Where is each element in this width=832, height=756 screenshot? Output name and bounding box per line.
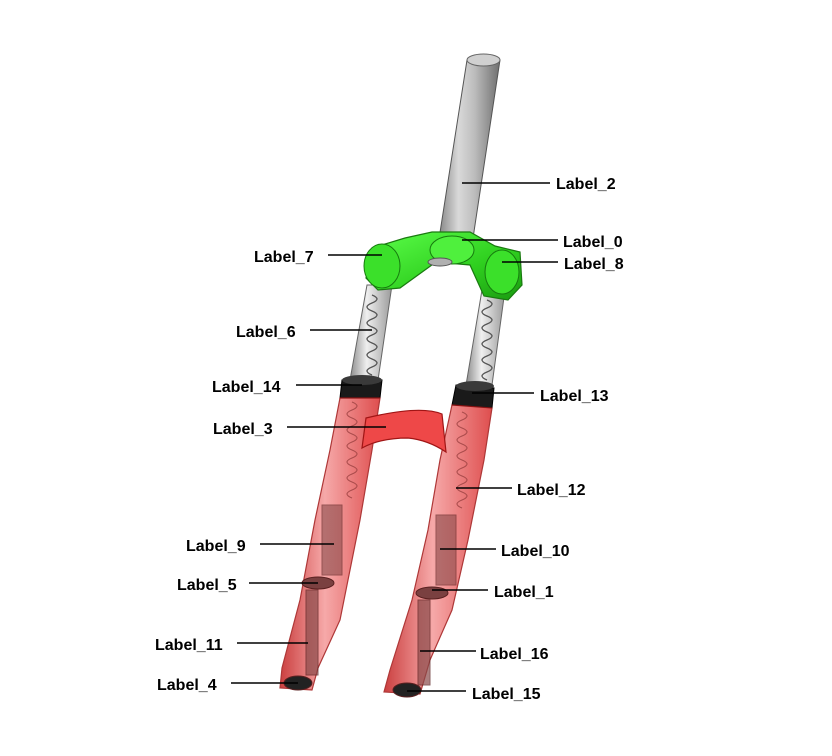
left-lower-spring <box>346 401 358 499</box>
label-5: Label_5 <box>177 577 237 594</box>
fork-crown <box>363 231 523 301</box>
label-9: Label_9 <box>186 538 246 555</box>
right-seal <box>451 381 495 409</box>
fork-arch <box>361 409 447 454</box>
leader-lines <box>231 182 558 692</box>
label-7: Label_7 <box>254 249 314 266</box>
label-13: Label_13 <box>540 388 609 405</box>
label-1: Label_1 <box>494 584 554 601</box>
label-2: Label_2 <box>556 176 616 193</box>
right-lower-spring <box>456 411 468 509</box>
label-6: Label_6 <box>236 324 296 341</box>
left-damper <box>283 504 343 691</box>
label-16: Label_16 <box>480 646 549 663</box>
label-14: Label_14 <box>212 379 281 396</box>
labels: Label_2 Label_0 Label_8 Label_7 Label_6 … <box>155 176 624 703</box>
label-10: Label_10 <box>501 543 570 560</box>
right-damper <box>392 514 457 698</box>
label-3: Label_3 <box>213 421 273 438</box>
steerer-tube <box>435 53 501 259</box>
left-stanchion <box>349 284 393 381</box>
label-12: Label_12 <box>517 482 586 499</box>
label-15: Label_15 <box>472 686 541 703</box>
label-8: Label_8 <box>564 256 624 273</box>
left-seal <box>339 375 383 399</box>
label-0: Label_0 <box>563 234 623 251</box>
label-4: Label_4 <box>157 677 217 694</box>
right-stanchion <box>465 289 506 386</box>
label-11: Label_11 <box>155 637 223 654</box>
